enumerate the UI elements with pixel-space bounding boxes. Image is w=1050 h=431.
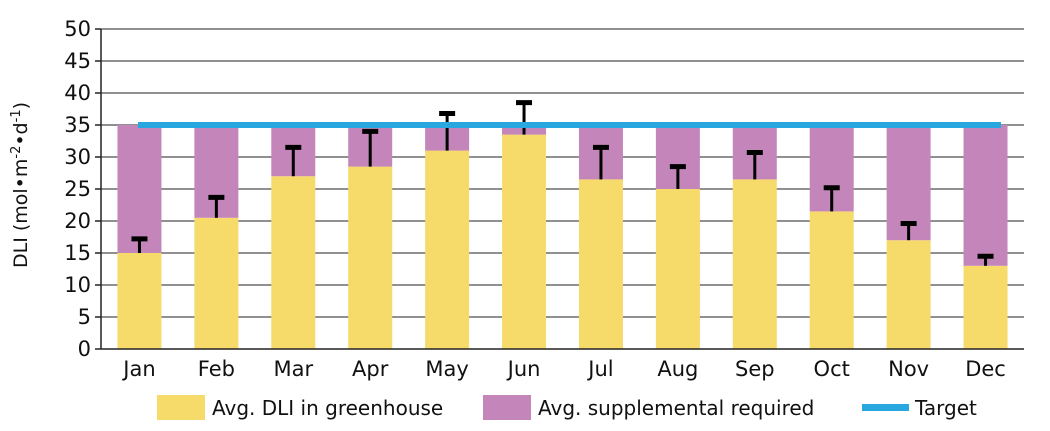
error-bars xyxy=(131,100,994,266)
x-tick-label-sep: Sep xyxy=(735,357,775,381)
x-tick-label-mar: Mar xyxy=(273,357,313,381)
y-tick-label: 35 xyxy=(64,113,91,137)
legend-label-target: Target xyxy=(914,396,977,420)
bar-greenhouse-sep xyxy=(732,179,777,349)
bar-supplemental-jan xyxy=(117,125,162,253)
x-tick-label-oct: Oct xyxy=(814,357,850,381)
x-tick-label-jul: Jul xyxy=(586,357,613,381)
legend-swatch-target xyxy=(862,404,909,411)
bar-greenhouse-jul xyxy=(578,179,623,349)
x-tick-label-apr: Apr xyxy=(352,357,389,381)
grid xyxy=(101,28,1024,318)
bar-greenhouse-nov xyxy=(886,240,931,349)
bar-greenhouse-aug xyxy=(655,189,700,349)
y-tick-label: 45 xyxy=(64,49,91,73)
x-tick-label-may: May xyxy=(425,357,468,381)
y-tick-label: 20 xyxy=(64,209,91,233)
legend: Avg. DLI in greenhouse Avg. supplemental… xyxy=(157,395,977,420)
legend-label-supplemental: Avg. supplemental required xyxy=(538,396,814,420)
y-tick-label: 25 xyxy=(64,177,91,201)
legend-swatch-supplemental xyxy=(483,395,531,420)
bar-greenhouse-apr xyxy=(348,166,393,349)
bar-greenhouse-oct xyxy=(809,211,854,349)
y-tick-label: 10 xyxy=(64,273,91,297)
bar-greenhouse-mar xyxy=(271,176,316,349)
y-tick-label: 40 xyxy=(64,81,91,105)
bar-supplemental-nov xyxy=(886,125,931,241)
bar-greenhouse-feb xyxy=(194,217,239,349)
legend-swatch-greenhouse xyxy=(157,395,205,420)
y-tick-label: 15 xyxy=(64,241,91,265)
x-tick-label-feb: Feb xyxy=(198,357,235,381)
bar-supplemental-dec xyxy=(963,125,1008,266)
y-tick-label: 30 xyxy=(64,145,91,169)
x-tick-label-dec: Dec xyxy=(965,357,1006,381)
x-tick-label-jun: Jun xyxy=(506,357,541,381)
bar-greenhouse-jan xyxy=(117,253,162,349)
y-axis-title: DLI (mol•m-2•d-1) xyxy=(9,102,32,268)
x-tick-label-aug: Aug xyxy=(657,357,698,381)
y-tick-label: 0 xyxy=(78,337,91,361)
bars xyxy=(117,125,1008,349)
x-tick-label-nov: Nov xyxy=(888,357,929,381)
axes: 0 5 10 15 20 25 30 35 40 45 50 Jan Feb Mar Apr May Jun Ju… xyxy=(64,17,1024,381)
y-tick-label: 5 xyxy=(78,305,91,329)
legend-label-greenhouse: Avg. DLI in greenhouse xyxy=(212,396,443,420)
x-tick-label-jan: Jan xyxy=(121,357,155,381)
y-tick-label: 50 xyxy=(64,17,91,41)
bar-greenhouse-may xyxy=(425,150,470,349)
bar-greenhouse-jun xyxy=(502,134,547,349)
bar-greenhouse-dec xyxy=(963,265,1008,349)
